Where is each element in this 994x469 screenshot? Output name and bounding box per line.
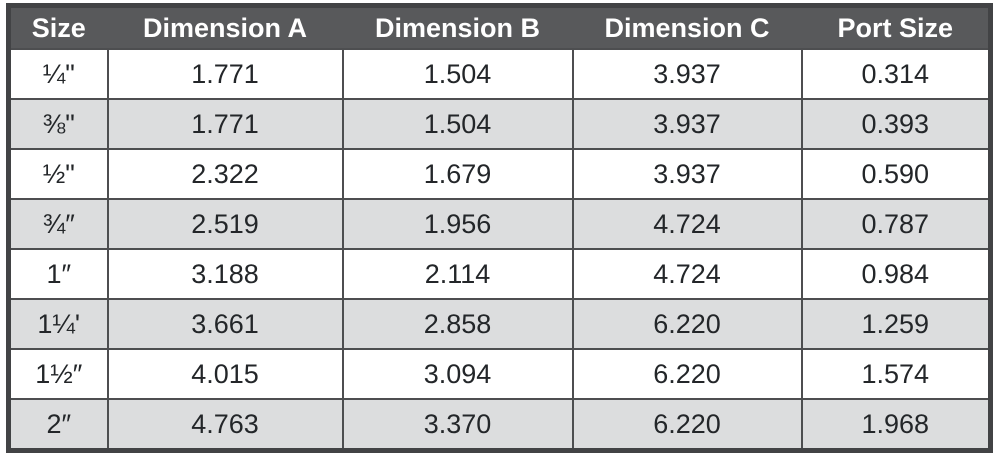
table-row: ¼" 1.771 1.504 3.937 0.314 <box>7 48 992 100</box>
dimension-b-cell: 1.956 <box>341 198 574 250</box>
size-cell: ¾″ <box>7 198 109 250</box>
dimension-a-cell: 1.771 <box>106 98 344 150</box>
port-size-cell: 1.574 <box>800 348 992 400</box>
dimension-a-cell: 4.763 <box>106 398 344 452</box>
column-header-dimension-b: Dimension B <box>341 4 574 50</box>
dimension-c-cell: 3.937 <box>571 98 803 150</box>
table-header: Size Dimension A Dimension B Dimension C… <box>7 4 992 50</box>
dimension-c-cell: 6.220 <box>571 298 803 350</box>
size-cell: ¼" <box>7 48 109 100</box>
port-size-cell: 1.968 <box>800 398 992 452</box>
dimension-c-cell: 3.937 <box>571 48 803 100</box>
size-cell: ⅜" <box>7 98 109 150</box>
dimension-a-cell: 4.015 <box>106 348 344 400</box>
column-header-dimension-a: Dimension A <box>106 4 344 50</box>
port-size-cell: 1.259 <box>800 298 992 350</box>
port-size-cell: 0.984 <box>800 248 992 300</box>
table-row: ¾″ 2.519 1.956 4.724 0.787 <box>7 198 992 250</box>
dimension-c-cell: 6.220 <box>571 348 803 400</box>
dimension-b-cell: 1.679 <box>341 148 574 200</box>
port-size-cell: 0.590 <box>800 148 992 200</box>
dimension-b-cell: 1.504 <box>341 98 574 150</box>
table-row: 2″ 4.763 3.370 6.220 1.968 <box>7 398 992 452</box>
table-row: ½" 2.322 1.679 3.937 0.590 <box>7 148 992 200</box>
size-cell: 1½″ <box>7 348 109 400</box>
size-cell: 1¼' <box>7 298 109 350</box>
table-row: 1¼' 3.661 2.858 6.220 1.259 <box>7 298 992 350</box>
port-size-cell: 0.393 <box>800 98 992 150</box>
table-body: ¼" 1.771 1.504 3.937 0.314 ⅜" 1.771 1.504 3.937 0… <box>7 48 992 452</box>
dimension-a-cell: 2.322 <box>106 148 344 200</box>
dimension-c-cell: 6.220 <box>571 398 803 452</box>
dimension-b-cell: 2.858 <box>341 298 574 350</box>
dimension-c-cell: 4.724 <box>571 248 803 300</box>
table-row: ⅜" 1.771 1.504 3.937 0.393 <box>7 98 992 150</box>
dimensions-table: Size Dimension A Dimension B Dimension C… <box>6 3 993 453</box>
size-cell: 1″ <box>7 248 109 300</box>
dimension-a-cell: 1.771 <box>106 48 344 100</box>
port-size-cell: 0.787 <box>800 198 992 250</box>
column-header-size: Size <box>7 4 109 50</box>
dimension-b-cell: 3.094 <box>341 348 574 400</box>
table-row: 1″ 3.188 2.114 4.724 0.984 <box>7 248 992 300</box>
column-header-port-size: Port Size <box>800 4 992 50</box>
dimension-a-cell: 3.661 <box>106 298 344 350</box>
size-cell: ½" <box>7 148 109 200</box>
dimension-a-cell: 3.188 <box>106 248 344 300</box>
dimension-b-cell: 1.504 <box>341 48 574 100</box>
dimension-b-cell: 3.370 <box>341 398 574 452</box>
dimension-a-cell: 2.519 <box>106 198 344 250</box>
dimension-c-cell: 3.937 <box>571 148 803 200</box>
dimension-b-cell: 2.114 <box>341 248 574 300</box>
dimension-c-cell: 4.724 <box>571 198 803 250</box>
header-row: Size Dimension A Dimension B Dimension C… <box>7 4 992 50</box>
column-header-dimension-c: Dimension C <box>571 4 803 50</box>
size-cell: 2″ <box>7 398 109 452</box>
port-size-cell: 0.314 <box>800 48 992 100</box>
dimensions-table-container: Size Dimension A Dimension B Dimension C… <box>6 3 993 453</box>
table-row: 1½″ 4.015 3.094 6.220 1.574 <box>7 348 992 400</box>
